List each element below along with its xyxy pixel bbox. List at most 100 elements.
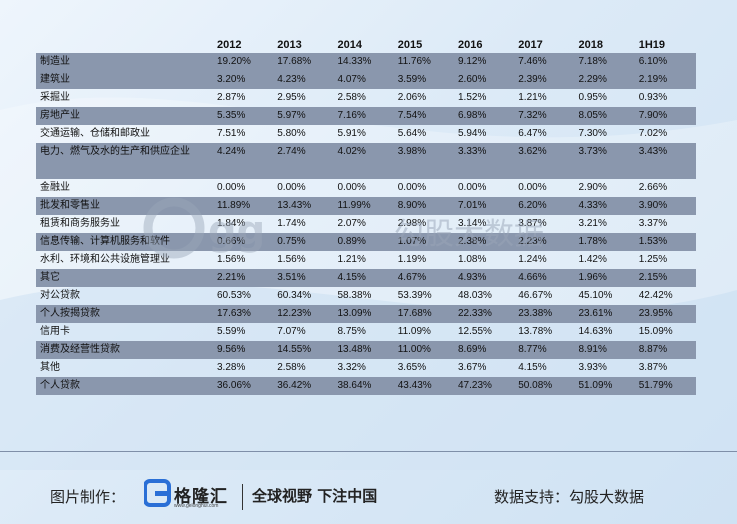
value-cell: 6.20%	[515, 197, 576, 215]
value-cell: 13.78%	[518, 326, 553, 337]
value-cell: 5.59%	[217, 326, 246, 337]
value-cell: 4.24%	[214, 143, 275, 179]
value-cell: 3.93%	[578, 362, 607, 373]
value-cell: 0.93%	[638, 92, 668, 103]
value-cell: 36.06%	[214, 377, 275, 395]
value-cell: 60.53%	[217, 290, 251, 301]
value-cell: 2.06%	[397, 92, 427, 103]
value-cell: 11.00%	[394, 341, 455, 359]
header-year-cell: 1H19	[638, 39, 666, 51]
table-row: 消费及经营性贷款 9.56% 14.55% 13.48% 11.00% 8.69% 8.77…	[36, 341, 696, 359]
value-cell: 17.68%	[394, 305, 455, 323]
watermark: gg 勾股大数据	[143, 197, 544, 259]
value-cell: 58.38%	[337, 290, 372, 301]
value-cell: 5.35%	[214, 107, 275, 125]
value-cell: 8.75%	[337, 326, 366, 337]
value-cell: 3.87%	[518, 218, 547, 229]
value-cell: 7.32%	[515, 107, 576, 125]
value-cell: 50.08%	[515, 377, 576, 395]
value-cell: 2.74%	[274, 143, 335, 179]
row-label-cell: 其它	[36, 269, 214, 287]
value-cell: 0.66%	[214, 233, 275, 251]
value-cell: 1.52%	[458, 92, 487, 103]
table-row: 水利、环境和公共设施管理业 1.56% 1.56% 1.21% 1.19% 1.08% 1.…	[36, 251, 696, 269]
row-label-cell: 个人按揭贷款	[36, 305, 214, 323]
value-cell: 0.00%	[458, 182, 487, 193]
value-cell: 2.90%	[578, 182, 607, 193]
row-label-cell: 其他	[40, 362, 60, 373]
table-row: 个人贷款 36.06% 36.42% 38.64% 43.43% 47.23% 50.08%…	[36, 377, 696, 395]
value-cell: 1.74%	[277, 218, 306, 229]
value-cell: 5.97%	[274, 107, 335, 125]
value-cell: 7.18%	[575, 53, 636, 71]
row-label-cell: 消费及经营性贷款	[36, 341, 214, 359]
value-cell: 19.20%	[214, 53, 275, 71]
value-cell: 1.84%	[217, 218, 246, 229]
value-cell: 0.00%	[217, 182, 246, 193]
table-row: 信息传输、计算机服务和软件 0.66% 0.75% 0.89% 1.07% 2.38% 2.…	[36, 233, 696, 251]
value-cell: 0.89%	[334, 233, 395, 251]
footer-data-source: 数据支持：勾股大数据	[494, 488, 645, 506]
value-cell: 5.64%	[397, 128, 427, 139]
row-label-cell: 水利、环境和公共设施管理业	[40, 254, 170, 265]
table-row: 其他 3.28% 2.58% 3.32% 3.65% 3.67% 4.15% 3.93% 3.8…	[36, 359, 696, 377]
row-label-cell: 房地产业	[36, 107, 214, 125]
watermark-text: 勾股大数据	[394, 217, 544, 252]
value-cell: 13.43%	[274, 197, 335, 215]
value-cell: 4.67%	[394, 269, 455, 287]
value-cell: 1.42%	[578, 254, 607, 265]
value-cell: 8.87%	[635, 341, 696, 359]
value-cell: 23.38%	[515, 305, 576, 323]
value-cell: 5.94%	[458, 128, 487, 139]
value-cell: 3.37%	[638, 218, 668, 229]
value-cell: 7.54%	[394, 107, 455, 125]
table-row: 信用卡 5.59% 7.07% 8.75% 11.09% 12.55% 13.78% 14.6…	[36, 323, 696, 341]
value-cell: 2.07%	[337, 218, 366, 229]
value-cell: 2.39%	[515, 71, 576, 89]
value-cell: 1.25%	[638, 254, 668, 265]
value-cell: 1.96%	[575, 269, 636, 287]
value-cell: 60.34%	[277, 290, 312, 301]
watermark-logo-icon	[143, 197, 205, 259]
footer-slogan: 全球视野 下注中国	[252, 487, 378, 505]
value-cell: 2.29%	[575, 71, 636, 89]
value-cell: 23.61%	[575, 305, 636, 323]
row-label-cell: 信息传输、计算机服务和软件	[36, 233, 214, 251]
value-cell: 15.09%	[638, 326, 673, 337]
row-label-cell: 建筑业	[36, 71, 214, 89]
footer-divider-line	[0, 451, 737, 452]
value-cell: 36.42%	[274, 377, 335, 395]
table-body: 制造业 19.20% 17.68% 14.33% 11.76% 9.12% 7.46% 7.1…	[36, 53, 696, 395]
value-cell: 2.87%	[217, 92, 246, 103]
value-cell: 3.20%	[214, 71, 275, 89]
value-cell: 13.09%	[334, 305, 395, 323]
value-cell: 7.90%	[635, 107, 696, 125]
header-year-cell: 2013	[277, 39, 302, 51]
value-cell: 12.55%	[458, 326, 492, 337]
table-row: 金融业 0.00% 0.00% 0.00% 0.00% 0.00% 0.00% 2.90% 2.…	[36, 179, 696, 197]
value-cell: 2.19%	[635, 71, 696, 89]
value-cell: 4.02%	[334, 143, 395, 179]
value-cell: 3.51%	[274, 269, 335, 287]
value-cell: 47.23%	[455, 377, 516, 395]
value-cell: 11.76%	[394, 53, 455, 71]
table-row: 电力、燃气及水的生产和供应企业 4.24% 2.74% 4.02% 3.98% 3.33%…	[36, 143, 696, 179]
value-cell: 1.53%	[635, 233, 696, 251]
value-cell: 7.02%	[638, 128, 668, 139]
row-label-cell: 金融业	[40, 182, 70, 193]
value-cell: 1.21%	[337, 254, 366, 265]
value-cell: 17.63%	[214, 305, 275, 323]
logo-url: www.gelonghui.com	[174, 503, 219, 509]
value-cell: 51.79%	[635, 377, 696, 395]
value-cell: 7.30%	[578, 128, 607, 139]
header-year-cell: 2017	[518, 39, 543, 51]
header-year-cell: 2016	[458, 39, 483, 51]
footer-divider	[242, 484, 243, 510]
header-year-cell: 2018	[578, 39, 603, 51]
value-cell: 3.67%	[458, 362, 487, 373]
value-cell: 2.66%	[638, 182, 668, 193]
value-cell: 6.10%	[635, 53, 696, 71]
value-cell: 3.98%	[394, 143, 455, 179]
value-cell: 1.08%	[458, 254, 487, 265]
value-cell: 8.91%	[575, 341, 636, 359]
